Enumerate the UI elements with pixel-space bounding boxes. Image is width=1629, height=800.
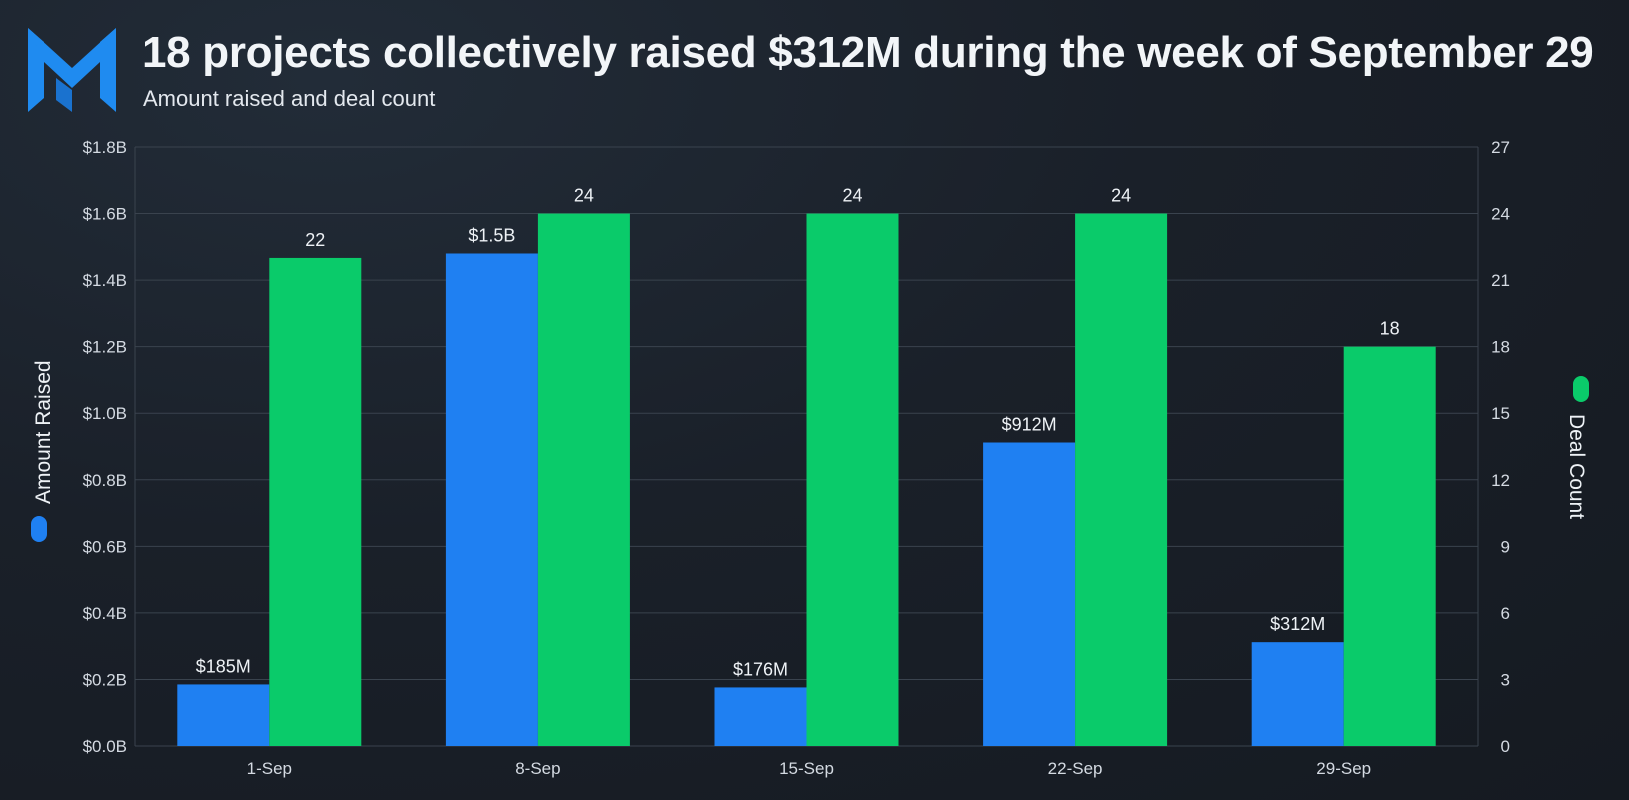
left-axis-tick-label: $0.6B: [83, 537, 127, 556]
amount-bar: [1251, 642, 1344, 746]
amount-data-label: $1.5B: [468, 225, 515, 245]
deal-count-bar: [806, 213, 899, 747]
right-axis-tick-label: 3: [1501, 670, 1510, 689]
deal-count-bar: [537, 213, 630, 747]
x-axis-tick-label: 29-Sep: [1316, 759, 1371, 778]
x-axis-tick-label: 1-Sep: [247, 759, 292, 778]
chart-subtitle: Amount raised and deal count: [143, 86, 436, 111]
amount-data-label: $312M: [1270, 614, 1325, 634]
left-axis-tick-label: $1.4B: [83, 271, 127, 290]
green-pill-legend-icon: [1573, 376, 1589, 402]
left-axis-tick-label: $0.0B: [83, 737, 127, 756]
right-axis-title: Deal Count: [1565, 414, 1588, 519]
left-axis-tick-label: $0.4B: [83, 604, 127, 623]
deal-count-data-label: 24: [842, 186, 862, 206]
x-axis-tick-label: 15-Sep: [779, 759, 834, 778]
blue-pill-legend-icon: [31, 516, 47, 542]
x-axis-tick-label: 22-Sep: [1048, 759, 1103, 778]
deal-count-bar: [1343, 346, 1436, 746]
amount-bar: [714, 687, 807, 746]
deal-count-data-label: 24: [574, 186, 594, 206]
left-axis-tick-label: $0.8B: [83, 471, 127, 490]
bars: [177, 213, 1436, 747]
deal-count-data-label: 24: [1111, 186, 1131, 206]
left-axis-tick-label: $0.2B: [83, 670, 127, 689]
deal-count-data-label: 18: [1380, 319, 1400, 339]
right-axis-tick-label: 0: [1501, 737, 1510, 756]
amount-bar: [445, 253, 538, 746]
right-axis-tick-label: 12: [1491, 471, 1510, 490]
left-axis-tick-label: $1.6B: [83, 205, 127, 224]
brand-logo-icon: [28, 28, 116, 112]
right-axis-tick-label: 6: [1501, 604, 1510, 623]
deal-count-bar: [269, 257, 362, 746]
deal-count-bar: [1075, 213, 1168, 747]
right-axis-tick-label: 24: [1491, 205, 1510, 224]
right-axis-tick-label: 18: [1491, 338, 1510, 357]
right-axis-tick-label: 21: [1491, 271, 1510, 290]
amount-bar: [983, 442, 1076, 746]
x-axis-tick-label: 8-Sep: [515, 759, 560, 778]
axes: $0.0B 0 $0.2B 3 $0.4B 6 $0.6B 9 $0.8B 12 $1.0B 15 $1…: [31, 138, 1589, 778]
amount-bar: [177, 684, 270, 746]
logo-right-diagonal: [72, 28, 116, 88]
left-axis-tick-label: $1.8B: [83, 138, 127, 157]
right-axis-tick-label: 27: [1491, 138, 1510, 157]
deal-count-data-label: 22: [305, 230, 325, 250]
right-axis-tick-label: 15: [1491, 404, 1510, 423]
amount-data-label: $176M: [733, 659, 788, 679]
logo-left-diagonal: [28, 28, 72, 88]
left-axis-tick-label: $1.2B: [83, 338, 127, 357]
right-axis-legend: Deal Count: [1565, 376, 1589, 519]
left-axis-tick-label: $1.0B: [83, 404, 127, 423]
data-labels: $185M 22 $1.5B 24 $176M 24 $912M 24 $312M 18: [196, 186, 1400, 680]
logo-mid-stroke: [56, 78, 72, 112]
amount-data-label: $185M: [196, 656, 251, 676]
right-axis-tick-label: 9: [1501, 537, 1510, 556]
left-axis-title: Amount Raised: [32, 360, 55, 504]
left-axis-legend: Amount Raised: [31, 360, 55, 542]
chart-title: 18 projects collectively raised $312M du…: [142, 28, 1594, 77]
amount-data-label: $912M: [1002, 415, 1057, 435]
